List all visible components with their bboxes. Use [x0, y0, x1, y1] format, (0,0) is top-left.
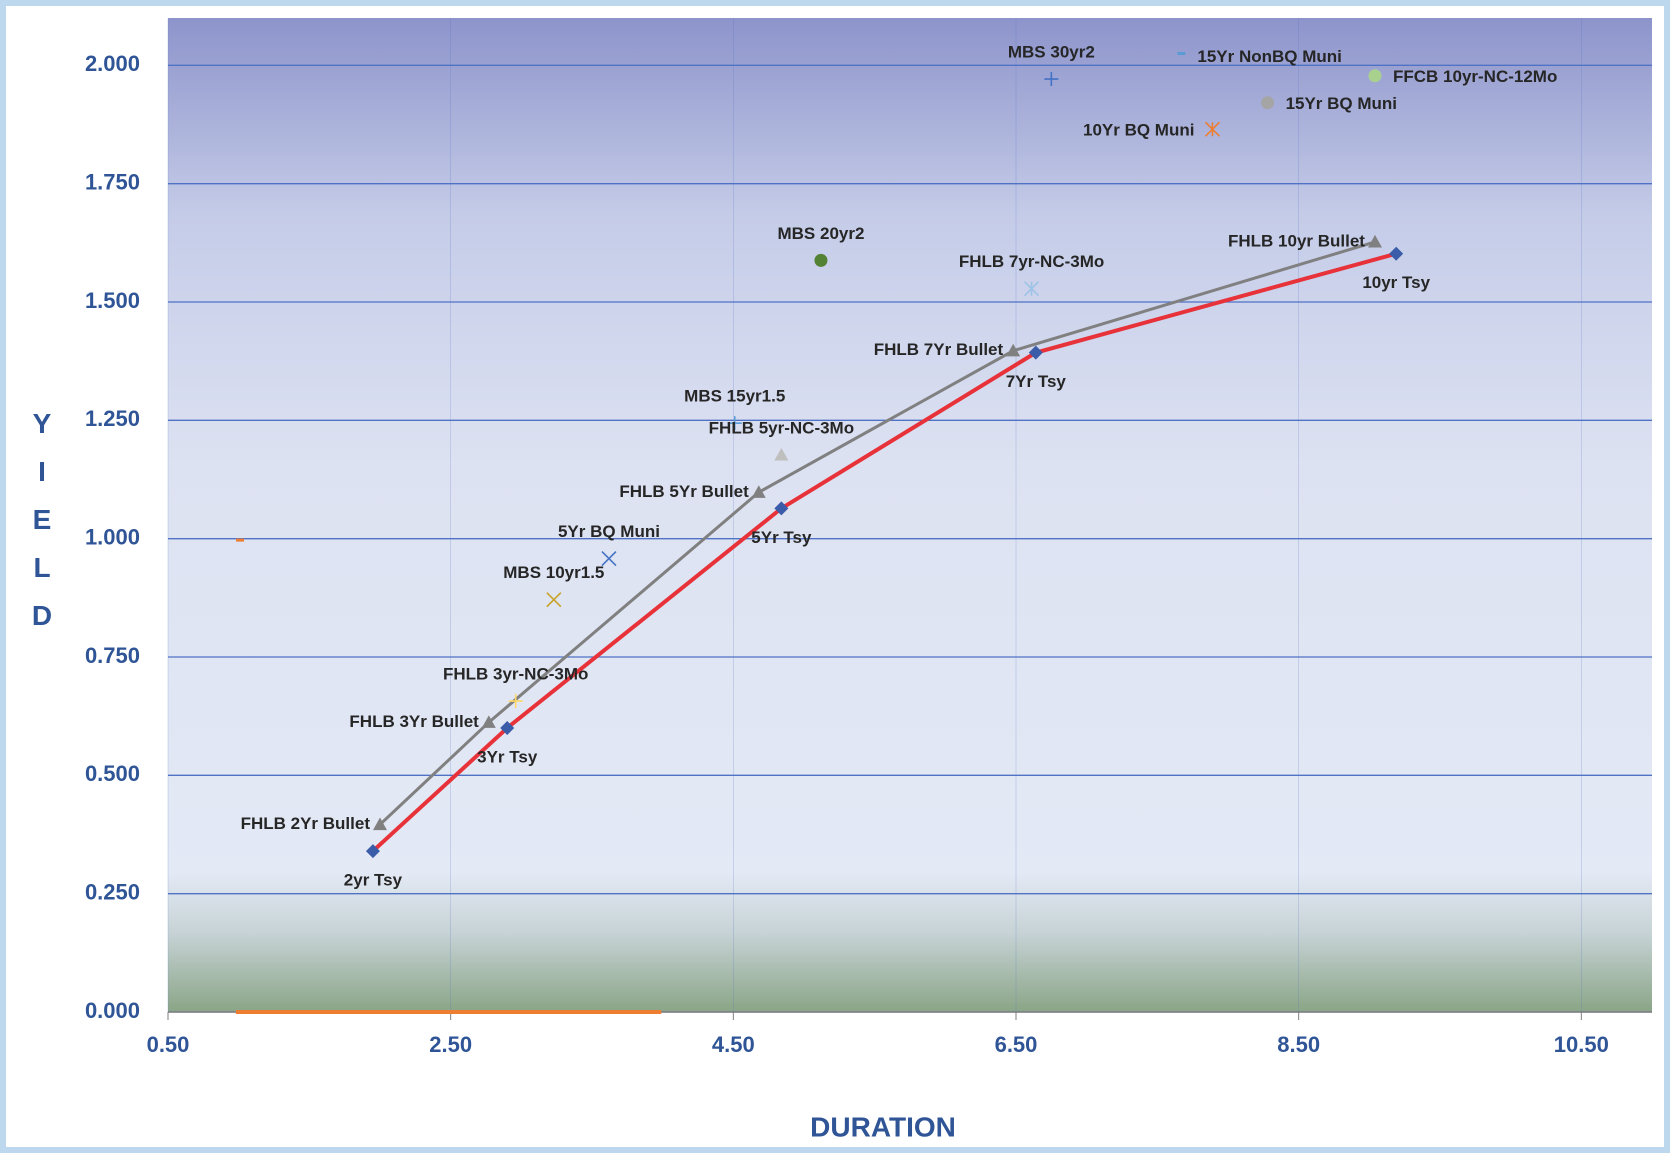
y-tick-label: 1.000 — [85, 524, 140, 549]
point-label: MBS 20yr2 — [777, 224, 864, 243]
marker — [481, 715, 496, 728]
marker — [508, 694, 523, 709]
point-label: FHLB 2Yr Bullet — [241, 814, 371, 833]
y-tick-label: 1.250 — [85, 406, 140, 431]
marker — [774, 447, 789, 461]
marker — [727, 416, 742, 431]
point-label: 15Yr NonBQ Muni — [1197, 47, 1342, 66]
marker — [1261, 96, 1275, 110]
marker — [601, 550, 617, 567]
marker — [546, 592, 562, 608]
y-tick-label: 0.750 — [85, 643, 140, 668]
plot-area — [168, 18, 1652, 1012]
x-tick-label: 4.50 — [712, 1032, 755, 1057]
point-label: FHLB 3yr-NC-3Mo — [443, 665, 588, 684]
y-tick-label: 1.500 — [85, 288, 140, 313]
marker — [751, 485, 766, 498]
x-tick-label: 0.50 — [147, 1032, 190, 1057]
x-axis-title: DURATION — [810, 1111, 956, 1142]
point-label: MBS 10yr1.5 — [503, 563, 604, 582]
marker — [1006, 343, 1021, 357]
marker — [774, 501, 789, 516]
point-label: FHLB 7yr-NC-3Mo — [959, 252, 1104, 271]
marker — [1368, 69, 1382, 83]
point-label: 3Yr Tsy — [477, 747, 538, 766]
point-label: FHLB 7Yr Bullet — [874, 340, 1004, 359]
x-tick-label: 6.50 — [995, 1032, 1038, 1057]
marker — [365, 844, 380, 859]
marker — [1044, 72, 1059, 87]
y-tick-label: 0.250 — [85, 879, 140, 904]
marker — [1367, 234, 1382, 248]
marker — [1389, 246, 1404, 261]
point-label: 15Yr BQ Muni — [1286, 94, 1397, 113]
point-label: 10yr Tsy — [1362, 273, 1430, 292]
x-tick-label: 8.50 — [1277, 1032, 1320, 1057]
point-label: FHLB 3Yr Bullet — [349, 712, 479, 731]
point-label: FHLB 10yr Bullet — [1228, 231, 1365, 250]
point-label: 2yr Tsy — [344, 871, 403, 890]
point-label: FFCB 10yr-NC-12Mo — [1393, 67, 1557, 86]
point-label: 5Yr BQ Muni — [558, 522, 660, 541]
y-tick-label: 2.000 — [85, 51, 140, 76]
marker — [1204, 121, 1221, 137]
point-label: FHLB 5yr-NC-3Mo — [709, 418, 854, 437]
y-tick-label: 0.000 — [85, 998, 140, 1023]
point-label: MBS 15yr1.5 — [684, 387, 785, 406]
x-tick-label: 2.50 — [429, 1032, 472, 1057]
marker — [1028, 345, 1043, 360]
marker — [373, 817, 387, 831]
point-label: 5Yr Tsy — [751, 528, 812, 547]
marker — [500, 721, 515, 735]
point-label: 10Yr BQ Muni — [1083, 121, 1194, 140]
y-tick-label: 0.500 — [85, 761, 140, 786]
point-label: 7Yr Tsy — [1006, 372, 1067, 391]
marker — [814, 253, 828, 267]
x-tick-label: 10.50 — [1554, 1032, 1609, 1057]
y-tick-label: 1.750 — [85, 169, 140, 194]
marker — [1023, 281, 1040, 297]
point-label: FHLB 5Yr Bullet — [619, 482, 749, 501]
point-label: MBS 30yr2 — [1008, 43, 1095, 62]
